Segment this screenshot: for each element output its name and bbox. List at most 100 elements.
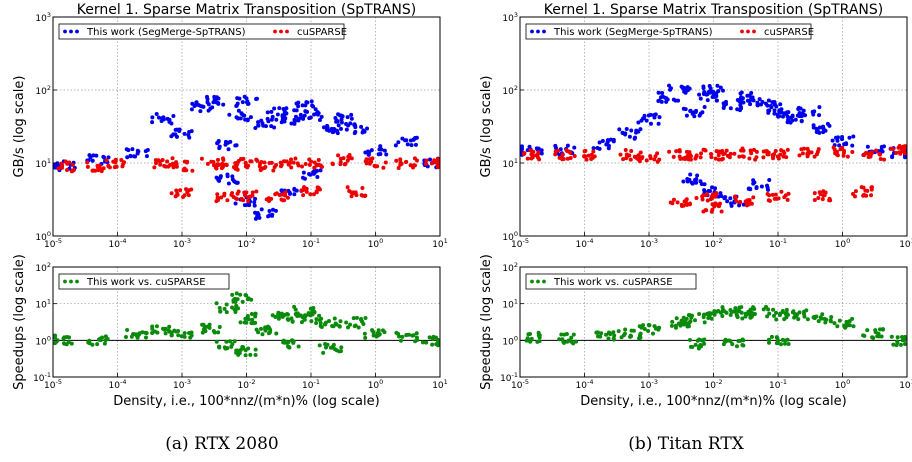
data-point (241, 198, 246, 203)
data-point (165, 159, 170, 164)
data-point (687, 150, 692, 155)
data-point (741, 148, 746, 153)
data-point (566, 149, 571, 154)
data-point (606, 143, 611, 148)
data-point (779, 189, 784, 194)
data-point (347, 152, 352, 157)
data-point (737, 305, 742, 310)
data-point (895, 340, 900, 345)
data-point (721, 105, 726, 110)
data-point (715, 83, 720, 88)
data-point (198, 109, 203, 114)
data-point (309, 99, 314, 104)
data-point (375, 164, 380, 169)
data-point (205, 161, 210, 166)
data-point (761, 155, 766, 160)
data-point (166, 164, 171, 169)
y-tick-label: 100 (502, 230, 518, 243)
data-point (190, 101, 195, 106)
legend-entry: This work vs. cuSPARSE (553, 277, 673, 288)
data-point (621, 157, 626, 162)
data-point (687, 177, 692, 182)
data-point (187, 135, 192, 140)
data-point (256, 123, 261, 128)
data-point (413, 142, 418, 147)
data-point (95, 163, 100, 168)
data-point (239, 111, 244, 116)
data-point (59, 161, 64, 166)
data-point (829, 315, 834, 320)
data-point (842, 148, 847, 153)
legend-marker (740, 29, 744, 34)
data-point (335, 128, 340, 133)
data-point (99, 169, 104, 174)
data-point (652, 157, 657, 162)
data-point (187, 330, 192, 335)
data-point (697, 92, 702, 97)
data-point (656, 90, 661, 95)
data-point (312, 112, 317, 117)
legend-frame (525, 273, 697, 290)
data-point (216, 330, 221, 335)
data-point (817, 105, 822, 110)
data-point (292, 108, 297, 113)
data-point (874, 148, 879, 153)
data-point (774, 310, 779, 315)
data-point (329, 126, 334, 131)
data-point (729, 203, 734, 208)
y-tick-label: 102 (35, 84, 51, 97)
data-point (816, 319, 821, 324)
data-point (761, 307, 766, 312)
data-point (397, 334, 402, 339)
data-point (244, 293, 249, 298)
data-point (349, 156, 354, 161)
data-point (412, 156, 417, 161)
data-point (780, 310, 785, 315)
data-point (314, 321, 319, 326)
data-point (766, 340, 771, 345)
data-point (659, 95, 664, 100)
data-point (736, 338, 741, 343)
data-point (257, 215, 262, 220)
data-point (741, 343, 746, 348)
data-point (433, 160, 438, 165)
data-point (230, 342, 235, 347)
series-1 (521, 144, 907, 214)
data-point (346, 325, 351, 330)
data-point (300, 164, 305, 169)
data-point (646, 113, 651, 118)
series-0 (520, 83, 907, 208)
data-point (597, 140, 602, 145)
data-point (664, 99, 669, 104)
data-point (339, 345, 344, 350)
legend-marker (63, 279, 67, 284)
data-point (639, 156, 644, 161)
data-point (266, 119, 271, 124)
data-point (90, 168, 95, 173)
data-point (754, 186, 759, 191)
y-tick-label: 102 (502, 84, 518, 97)
data-point (818, 315, 823, 320)
data-point (713, 186, 718, 191)
data-point (751, 181, 756, 186)
data-point (299, 188, 304, 193)
data-point (276, 316, 281, 321)
data-point (722, 151, 727, 156)
data-point (797, 114, 802, 119)
data-point (817, 113, 822, 118)
data-point (640, 116, 645, 121)
legend-marker (63, 29, 67, 34)
data-point (378, 151, 383, 156)
data-point (381, 165, 386, 170)
legend-frame (525, 23, 812, 40)
data-point (569, 335, 574, 340)
data-point (264, 197, 269, 202)
data-point (177, 127, 182, 132)
y-tick-label: 100 (35, 230, 51, 243)
data-point (694, 177, 699, 182)
data-point (812, 314, 817, 319)
data-point (219, 195, 224, 200)
legend-marker (69, 279, 73, 284)
data-point (815, 149, 820, 154)
data-point (690, 111, 695, 116)
